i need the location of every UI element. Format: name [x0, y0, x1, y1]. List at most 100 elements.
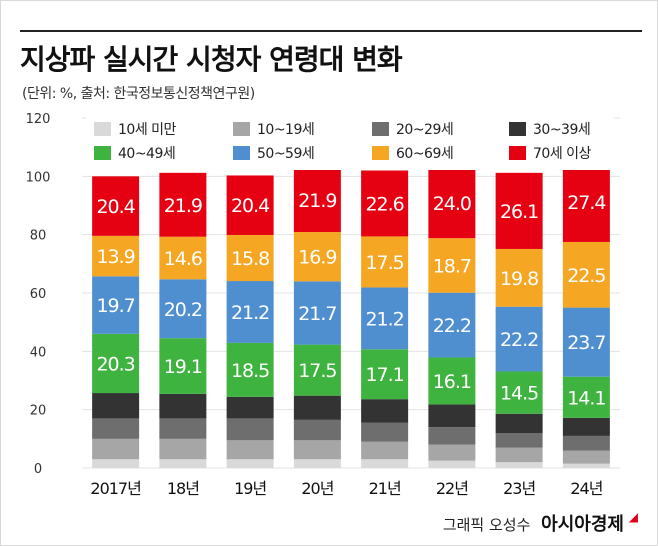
bar-segment	[92, 333, 140, 394]
legend-swatch	[94, 122, 111, 136]
bar-segment	[159, 418, 207, 439]
bar-segment	[293, 344, 341, 396]
bar-segment	[562, 463, 610, 468]
data-label: 27.4	[567, 192, 606, 214]
legend-swatch	[509, 146, 526, 160]
bar-segment	[92, 176, 140, 236]
data-label: 21.9	[298, 190, 336, 212]
data-label: 14.1	[567, 387, 605, 409]
bar-segment	[159, 172, 207, 237]
bar-segment	[495, 413, 543, 433]
data-label: 16.1	[433, 371, 471, 393]
bar-segment	[159, 236, 207, 280]
bar-segment	[562, 162, 610, 242]
bar-segment	[361, 459, 409, 468]
bar-segment	[361, 422, 409, 442]
bar-segment	[361, 170, 409, 237]
bar-segment	[428, 444, 476, 461]
bar-segment	[293, 459, 341, 468]
bar-segment	[428, 168, 476, 239]
data-label: 21.2	[365, 308, 403, 330]
bar-segment	[293, 168, 341, 233]
data-label: 20.3	[96, 353, 134, 375]
x-tick-label: 20년	[301, 479, 333, 498]
data-label: 20.2	[164, 299, 202, 321]
x-tick-label: 24년	[570, 479, 602, 498]
bar-segment	[226, 342, 274, 397]
data-label: 18.5	[231, 360, 269, 382]
bar-segment	[495, 306, 543, 372]
bar-segment	[562, 450, 610, 464]
chart-subtitle: (단위: %, 출처: 한국정보통신정책연구원)	[22, 86, 255, 102]
bar-segment	[562, 435, 610, 451]
bar-segment	[293, 440, 341, 460]
chart-title: 지상파 실시간 시청자 연령대 변화	[20, 43, 403, 76]
legend-label: 40~49세	[118, 146, 175, 162]
legend-swatch	[372, 146, 389, 160]
data-label: 20.4	[96, 196, 135, 218]
bar-segment	[226, 234, 274, 282]
bar-segment	[495, 172, 543, 249]
data-label: 18.7	[433, 255, 471, 277]
x-tick-label: 23년	[503, 479, 535, 498]
brand-mark-icon: ◢	[628, 510, 638, 524]
bar-segment	[159, 338, 207, 394]
bar-segment	[293, 281, 341, 345]
data-label: 19.7	[96, 295, 134, 317]
data-label: 23.7	[567, 332, 605, 354]
bar-segment	[226, 396, 274, 419]
data-label: 17.5	[365, 252, 403, 274]
bar-segment	[226, 440, 274, 460]
bar-segment	[361, 287, 409, 350]
data-label: 21.9	[164, 195, 202, 217]
data-label: 14.6	[164, 248, 202, 270]
bar-segment	[159, 459, 207, 468]
data-label: 26.1	[500, 201, 538, 223]
data-label: 17.5	[298, 360, 336, 382]
data-label: 21.2	[231, 302, 269, 324]
data-label: 22.5	[567, 265, 605, 287]
legend-swatch	[233, 146, 250, 160]
bar-segment	[92, 276, 140, 334]
bar-segment	[495, 462, 543, 468]
bar-segment	[226, 281, 274, 343]
data-label: 22.6	[365, 193, 403, 215]
title-rule	[20, 30, 642, 32]
y-tick-label: 20	[30, 404, 47, 419]
bar-segment	[92, 438, 140, 460]
bar-segment	[159, 438, 207, 460]
legend-label: 60~69세	[396, 146, 453, 162]
data-label: 22.2	[433, 315, 471, 337]
bar-segment	[92, 235, 140, 277]
y-tick-label: 80	[30, 229, 47, 244]
data-label: 14.5	[500, 383, 538, 405]
bar-segment	[428, 427, 476, 445]
bar-segment	[495, 433, 543, 448]
bar-segment	[293, 419, 341, 441]
legend-label: 50~59세	[257, 146, 314, 162]
bar-segment	[562, 307, 610, 377]
x-tick-label: 19년	[234, 479, 266, 498]
data-label: 22.2	[500, 329, 538, 351]
y-tick-label: 120	[26, 112, 51, 127]
legend-label: 10세 미만	[118, 122, 177, 138]
bar-segment	[495, 371, 543, 414]
bar-segment	[428, 292, 476, 358]
bar-segment	[428, 404, 476, 428]
bar-segment	[92, 459, 140, 468]
bar-segment	[428, 238, 476, 293]
bar-segment	[226, 175, 274, 235]
x-tick-label: 2017년	[90, 479, 141, 498]
x-tick-label: 18년	[167, 479, 199, 498]
legend-label: 20~29세	[396, 122, 453, 138]
bar-segment	[226, 459, 274, 468]
legend-swatch	[233, 122, 250, 136]
legend-swatch	[372, 122, 389, 136]
legend-swatch	[509, 122, 526, 136]
legend-label: 30~39세	[533, 122, 590, 138]
bar-segment	[562, 241, 610, 308]
data-label: 16.9	[298, 247, 336, 269]
y-tick-label: 100	[26, 170, 51, 185]
bar-segment	[293, 395, 341, 420]
